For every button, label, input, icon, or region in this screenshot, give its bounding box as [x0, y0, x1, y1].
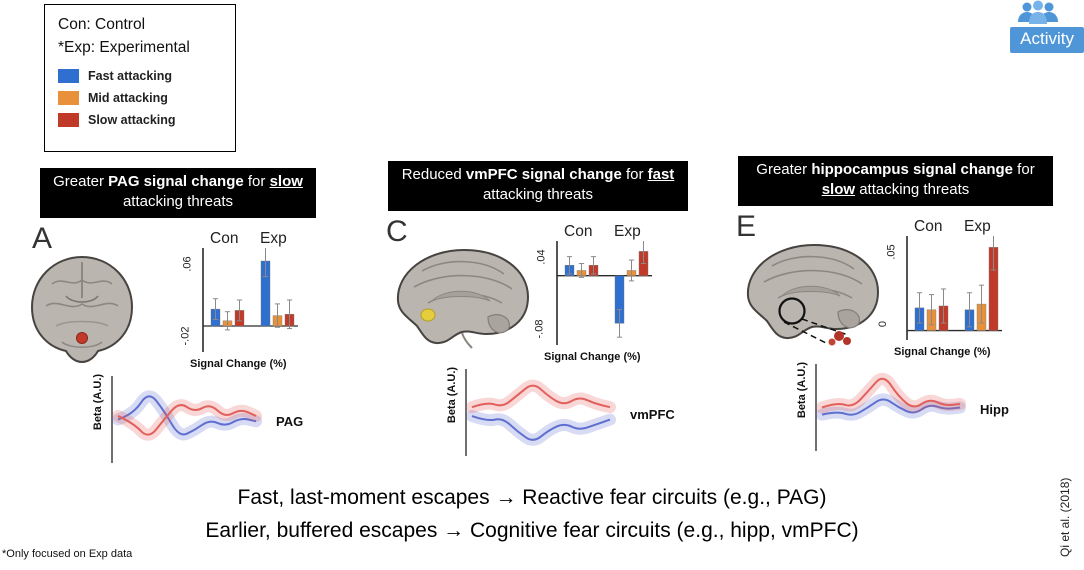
group-people-icon [1014, 0, 1062, 32]
legend-item: Mid attacking [58, 91, 229, 105]
panel-letter: A [32, 222, 53, 255]
signal-change-bar-chart [556, 241, 652, 345]
header-segment: slow [269, 173, 303, 190]
legend-item: Slow attacking [58, 113, 229, 127]
header-segment: attacking threats [482, 186, 594, 203]
brain-coronal-image [30, 255, 134, 364]
bar-chart-x-label: Signal Change (%) [544, 351, 641, 363]
y-axis-tick-bottom: -.02 [179, 326, 192, 346]
panel-header: Greater hippocampus signal change for sl… [738, 156, 1053, 206]
bar-chart-x-label: Signal Change (%) [190, 358, 287, 370]
header-segment: hippocampus signal change [811, 161, 1014, 178]
signal-change-bar-chart [202, 248, 298, 352]
header-segment: slow [821, 181, 856, 198]
y-axis-tick-top: .06 [181, 256, 194, 272]
panel-pag: Greater PAG signal change for slow attac… [30, 168, 352, 484]
conclusion-line-2: Earlier, buffered escapes → Cognitive fe… [205, 519, 859, 542]
mid-attacking-swatch [58, 91, 79, 105]
bar-group-label-exp: Exp [260, 230, 287, 247]
header-segment: attacking threats [122, 193, 234, 210]
y-axis-tick-top: .05 [885, 244, 898, 260]
bar-group-label-con: Con [914, 218, 943, 235]
header-segment: fast [647, 166, 675, 183]
region-label: Hipp [980, 402, 1009, 417]
header-segment: Greater [756, 161, 812, 178]
panel-vmpfc: Reduced vmPFC signal change for fast att… [384, 161, 706, 477]
header-segment: PAG signal change [108, 173, 244, 190]
header-segment: vmPFC signal change [465, 166, 622, 183]
beta-timecourse-chart [111, 376, 262, 463]
panel-header: Reduced vmPFC signal change for fast att… [388, 161, 688, 211]
line-chart-y-label: Beta (A.U.) [92, 373, 104, 431]
region-label: vmPFC [630, 407, 675, 422]
bar-group-label-con: Con [564, 223, 593, 240]
legend-item-label: Fast attacking [88, 69, 173, 83]
bar-group-label-exp: Exp [614, 223, 641, 240]
panel-letter: C [386, 215, 408, 248]
panel-header: Greater PAG signal change for slow attac… [40, 168, 316, 218]
region-label: PAG [276, 414, 304, 429]
slow-attacking-swatch [58, 113, 79, 127]
header-segment: attacking threats [855, 181, 970, 198]
legend-item-label: Slow attacking [88, 113, 176, 127]
line-chart-y-label: Beta (A.U.) [796, 361, 808, 419]
brain-sagittal-annotated-image [746, 243, 880, 346]
y-axis-tick-top: .04 [535, 249, 548, 265]
legend-item: Fast attacking [58, 69, 229, 83]
y-axis-tick-bottom: -.08 [533, 319, 546, 339]
legend-item-label: Mid attacking [88, 91, 168, 105]
footnote: *Only focused on Exp data [2, 548, 133, 560]
beta-timecourse-chart [815, 364, 966, 451]
signal-change-bar-chart [906, 236, 1002, 340]
panel-hippocampus: Greater hippocampus signal change for sl… [734, 156, 1056, 472]
legend-con-line: Con: Control [58, 16, 146, 33]
header-segment: for [621, 166, 648, 183]
citation: Qi et al. (2018) [1058, 477, 1072, 557]
header-segment: for [243, 173, 270, 190]
legend-items: Fast attacking Mid attacking Slow attack… [58, 69, 229, 127]
fast-attacking-swatch [58, 69, 79, 83]
conclusion-line-1: Fast, last-moment escapes → Reactive fea… [237, 486, 827, 509]
y-axis-tick-bottom: 0 [877, 320, 890, 328]
bar-chart-x-label: Signal Change (%) [894, 346, 991, 358]
panel-letter: E [736, 210, 757, 243]
beta-timecourse-chart [465, 369, 616, 456]
activity-badge[interactable]: Activity [1010, 27, 1084, 53]
bar-group-label-exp: Exp [964, 218, 991, 235]
header-segment: Reduced [401, 166, 466, 183]
header-segment: Greater [53, 173, 109, 190]
header-segment: for [1013, 161, 1035, 178]
brain-sagittal-image [396, 248, 530, 349]
bar-group-label-con: Con [210, 230, 239, 247]
legend-exp-line: *Exp: Experimental [58, 39, 190, 56]
line-chart-y-label: Beta (A.U.) [446, 366, 458, 424]
legend-box: Con: Control *Exp: Experimental Fast att… [44, 4, 236, 152]
